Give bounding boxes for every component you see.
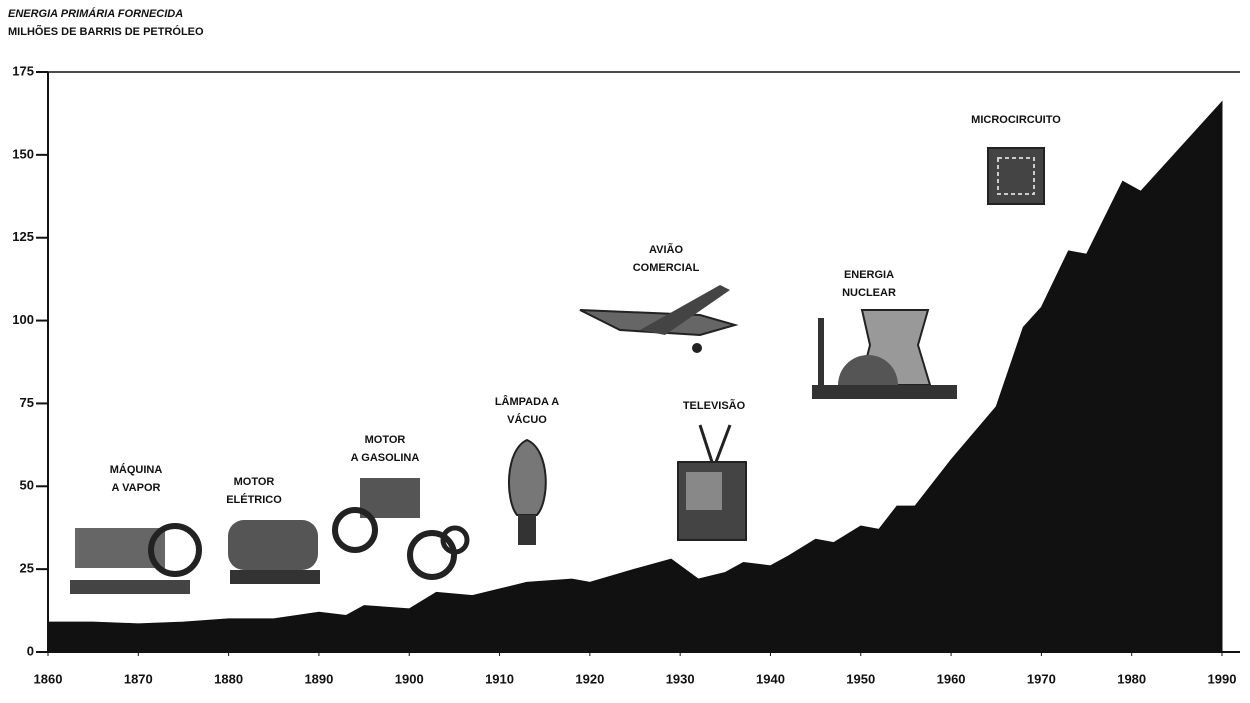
icon	[518, 515, 536, 545]
x-tick-label: 1910	[485, 671, 514, 686]
icon	[70, 580, 190, 594]
annotation-label: TELEVISÃO	[683, 399, 746, 412]
chart-title: ENERGIA PRIMÁRIA FORNECIDA	[8, 7, 183, 20]
x-tick-label: 1960	[937, 671, 966, 686]
icon	[335, 510, 375, 550]
icon	[812, 385, 957, 399]
x-tick-label: 1900	[395, 671, 424, 686]
x-tick-label: 1980	[1117, 671, 1146, 686]
x-tick-label: 1860	[34, 671, 63, 686]
annotation-label: LÂMPADA A	[495, 395, 559, 408]
x-tick-label: 1970	[1027, 671, 1056, 686]
annotation-label: AVIÃO	[649, 243, 683, 256]
annotation: TELEVISÃO	[678, 399, 746, 540]
chart-subtitle: MILHÕES DE BARRIS DE PETRÓLEO	[8, 25, 204, 38]
y-tick-label: 100	[12, 312, 34, 327]
annotation-label: NUCLEAR	[842, 287, 896, 299]
annotation-label: ELÉTRICO	[226, 493, 282, 506]
icon	[230, 570, 320, 584]
icon	[700, 425, 712, 462]
y-tick-label: 175	[12, 63, 34, 78]
y-tick-label: 75	[20, 395, 34, 410]
annotation: MICROCIRCUITO	[971, 114, 1061, 204]
y-tick-label: 50	[20, 478, 34, 493]
y-tick-label: 25	[20, 561, 34, 576]
annotation-label: VÁCUO	[507, 413, 547, 426]
y-tick-label: 125	[12, 229, 34, 244]
x-tick-label: 1940	[756, 671, 785, 686]
x-tick-label: 1990	[1208, 671, 1237, 686]
annotation: MOTOR ELÉTRICO	[226, 476, 320, 584]
annotation: MOTOR A GASOLINA	[335, 434, 467, 577]
icon	[716, 425, 730, 462]
icon	[509, 440, 546, 515]
annotation-label: COMERCIAL	[633, 262, 700, 274]
x-tick-label: 1890	[304, 671, 333, 686]
annotation-label: MOTOR	[365, 434, 406, 446]
y-tick-label: 0	[27, 643, 34, 658]
icon	[988, 148, 1044, 204]
annotation-label: MÁQUINA	[110, 463, 163, 476]
annotation-label: MICROCIRCUITO	[971, 114, 1061, 126]
icon	[692, 343, 702, 353]
icon	[686, 472, 722, 510]
annotation-label: MOTOR	[234, 476, 275, 488]
annotation: ENERGIA NUCLEAR	[812, 269, 957, 399]
y-tick-label: 150	[12, 146, 34, 161]
x-tick-label: 1950	[846, 671, 875, 686]
annotation: MÁQUINA A VAPOR	[70, 463, 199, 594]
annotation-label: A VAPOR	[112, 482, 161, 494]
icon	[410, 533, 454, 577]
icon	[228, 520, 318, 570]
x-tick-label: 1930	[666, 671, 695, 686]
annotation: LÂMPADA A VÁCUO	[495, 395, 559, 545]
annotation-label: ENERGIA	[844, 269, 894, 281]
annotation-label: A GASOLINA	[351, 452, 420, 464]
x-tick-label: 1920	[575, 671, 604, 686]
chart: ENERGIA PRIMÁRIA FORNECIDA MILHÕES DE BA…	[0, 0, 1250, 703]
icon	[818, 318, 824, 386]
area	[48, 102, 1222, 652]
annotation: AVIÃO COMERCIAL	[580, 243, 735, 353]
x-tick-label: 1870	[124, 671, 153, 686]
x-tick-label: 1880	[214, 671, 243, 686]
